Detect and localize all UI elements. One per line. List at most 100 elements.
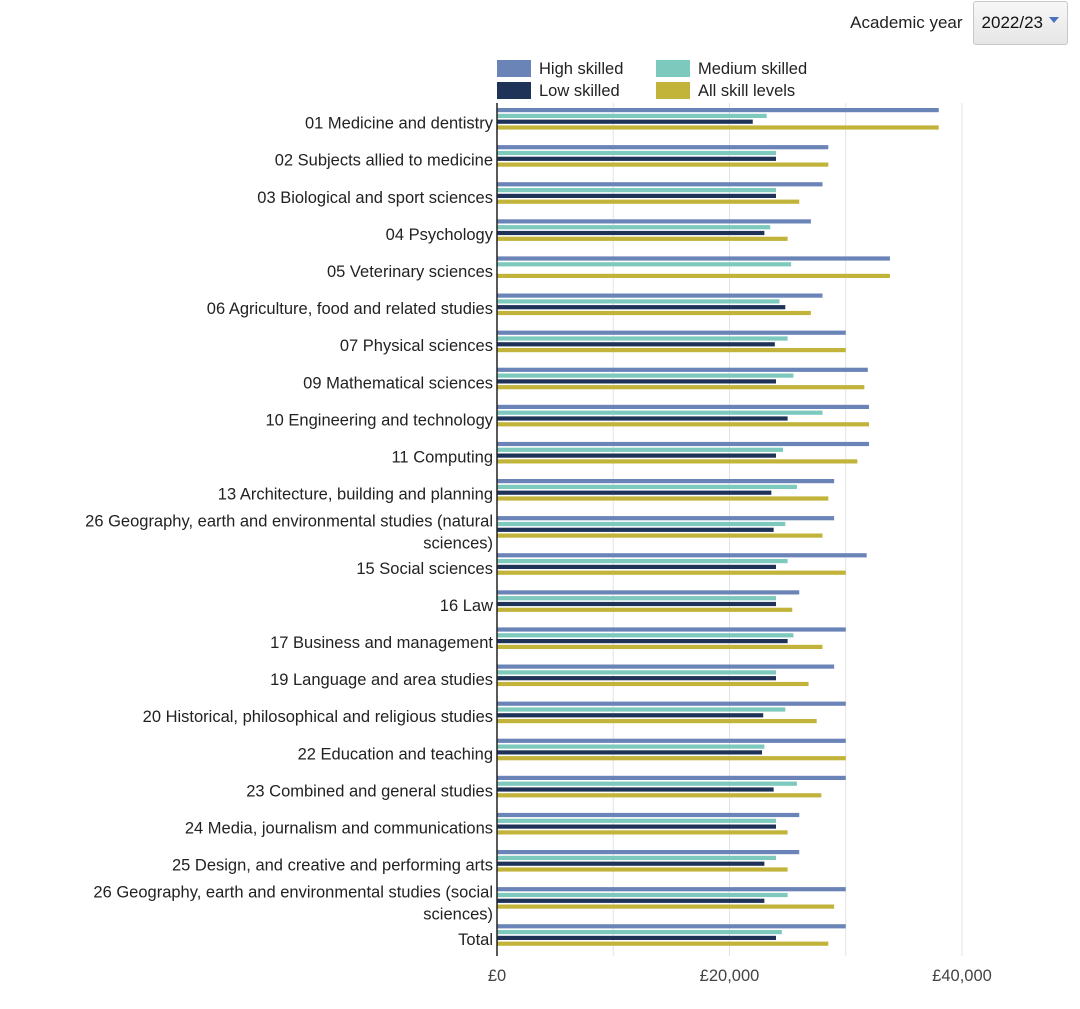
bar-all-21[interactable] bbox=[497, 867, 788, 872]
bar-low-22[interactable] bbox=[497, 898, 765, 903]
bar-low-19[interactable] bbox=[497, 787, 774, 792]
bar-low-14[interactable] bbox=[497, 601, 776, 607]
bar-low-13[interactable] bbox=[497, 564, 776, 569]
bar-all-14[interactable] bbox=[497, 607, 793, 612]
bar-all-16[interactable] bbox=[497, 681, 809, 687]
bar-low-3[interactable] bbox=[497, 193, 776, 198]
bar-high-18[interactable] bbox=[497, 738, 846, 743]
bar-high-11[interactable] bbox=[497, 479, 835, 484]
bar-low-7[interactable] bbox=[497, 342, 775, 347]
bar-all-3[interactable] bbox=[497, 199, 800, 204]
legend-swatch-medium bbox=[656, 60, 690, 77]
bar-high-5[interactable] bbox=[497, 256, 890, 261]
bar-medium-8[interactable] bbox=[497, 373, 794, 378]
bar-all-12[interactable] bbox=[497, 533, 823, 538]
bar-all-18[interactable] bbox=[497, 756, 846, 761]
bar-high-23[interactable] bbox=[497, 924, 846, 929]
bar-high-16[interactable] bbox=[497, 664, 835, 669]
bar-high-20[interactable] bbox=[497, 812, 800, 818]
bar-high-13[interactable] bbox=[497, 553, 867, 558]
academic-year-select[interactable]: 2022/23 bbox=[972, 1, 1068, 45]
bar-low-17[interactable] bbox=[497, 713, 764, 718]
bar-medium-4[interactable] bbox=[497, 225, 771, 230]
bar-high-17[interactable] bbox=[497, 701, 846, 706]
bar-medium-19[interactable] bbox=[497, 781, 797, 786]
bar-low-4[interactable] bbox=[497, 230, 765, 236]
bar-all-10[interactable] bbox=[497, 459, 858, 464]
bar-medium-14[interactable] bbox=[497, 596, 776, 601]
bar-all-1[interactable] bbox=[497, 125, 939, 130]
bar-high-15[interactable] bbox=[497, 627, 846, 632]
bar-all-17[interactable] bbox=[497, 719, 817, 724]
bar-medium-9[interactable] bbox=[497, 410, 823, 415]
category-label-13: 15 Social sciences bbox=[356, 560, 493, 578]
bar-low-6[interactable] bbox=[497, 305, 786, 310]
bar-medium-20[interactable] bbox=[497, 818, 776, 823]
bar-medium-22[interactable] bbox=[497, 892, 788, 898]
bar-low-23[interactable] bbox=[497, 935, 776, 940]
bar-low-10[interactable] bbox=[497, 453, 776, 458]
bar-medium-7[interactable] bbox=[497, 336, 788, 341]
bar-low-16[interactable] bbox=[497, 676, 776, 681]
bar-high-21[interactable] bbox=[497, 850, 800, 855]
bar-medium-15[interactable] bbox=[497, 633, 794, 638]
bar-high-9[interactable] bbox=[497, 404, 869, 409]
bar-high-4[interactable] bbox=[497, 219, 811, 224]
bar-high-10[interactable] bbox=[497, 441, 869, 447]
legend-label-all[interactable]: All skill levels bbox=[698, 82, 795, 100]
bar-medium-18[interactable] bbox=[497, 744, 765, 749]
bar-medium-11[interactable] bbox=[497, 484, 797, 489]
bar-low-9[interactable] bbox=[497, 416, 788, 421]
bar-high-14[interactable] bbox=[497, 590, 800, 595]
bar-low-8[interactable] bbox=[497, 379, 776, 384]
bar-all-8[interactable] bbox=[497, 385, 865, 390]
bar-medium-2[interactable] bbox=[497, 150, 776, 156]
bar-medium-1[interactable] bbox=[497, 113, 767, 118]
legend-label-medium[interactable]: Medium skilled bbox=[698, 60, 807, 78]
bar-high-7[interactable] bbox=[497, 330, 846, 335]
bar-medium-3[interactable] bbox=[497, 188, 776, 193]
bar-all-4[interactable] bbox=[497, 236, 788, 241]
bar-all-11[interactable] bbox=[497, 496, 829, 501]
legend-label-high[interactable]: High skilled bbox=[539, 60, 623, 78]
bar-all-9[interactable] bbox=[497, 422, 869, 427]
bar-all-6[interactable] bbox=[497, 310, 811, 316]
bar-low-18[interactable] bbox=[497, 750, 763, 755]
bar-all-7[interactable] bbox=[497, 348, 846, 353]
bar-high-8[interactable] bbox=[497, 367, 868, 372]
bar-medium-23[interactable] bbox=[497, 930, 782, 935]
bar-all-23[interactable] bbox=[497, 941, 829, 946]
bar-high-1[interactable] bbox=[497, 108, 939, 113]
bar-medium-6[interactable] bbox=[497, 299, 780, 304]
bar-medium-16[interactable] bbox=[497, 670, 776, 675]
bar-medium-13[interactable] bbox=[497, 559, 788, 564]
bar-high-22[interactable] bbox=[497, 887, 846, 892]
bar-high-19[interactable] bbox=[497, 775, 846, 780]
bar-high-6[interactable] bbox=[497, 293, 823, 298]
bar-low-20[interactable] bbox=[497, 824, 776, 829]
bar-all-15[interactable] bbox=[497, 644, 823, 649]
bar-low-21[interactable] bbox=[497, 861, 765, 866]
bar-all-5[interactable] bbox=[497, 273, 890, 278]
bar-high-2[interactable] bbox=[497, 145, 829, 150]
bar-all-20[interactable] bbox=[497, 830, 788, 835]
bar-all-2[interactable] bbox=[497, 162, 829, 167]
bar-all-13[interactable] bbox=[497, 570, 846, 575]
bar-low-1[interactable] bbox=[497, 119, 753, 124]
bar-low-12[interactable] bbox=[497, 527, 774, 532]
bar-medium-5[interactable] bbox=[497, 262, 792, 267]
bar-medium-21[interactable] bbox=[497, 855, 776, 860]
bar-all-19[interactable] bbox=[497, 793, 822, 798]
bar-low-11[interactable] bbox=[497, 490, 772, 495]
category-label-17: 20 Historical, philosophical and religio… bbox=[143, 708, 493, 726]
bar-low-15[interactable] bbox=[497, 639, 788, 644]
x-tick-label-2: £20,000 bbox=[700, 967, 760, 985]
bar-medium-10[interactable] bbox=[497, 447, 783, 452]
bar-high-12[interactable] bbox=[497, 516, 835, 521]
bar-medium-12[interactable] bbox=[497, 521, 786, 527]
bar-all-22[interactable] bbox=[497, 904, 835, 909]
bar-low-2[interactable] bbox=[497, 156, 776, 161]
bar-medium-17[interactable] bbox=[497, 707, 786, 712]
legend-label-low[interactable]: Low skilled bbox=[539, 82, 620, 100]
bar-high-3[interactable] bbox=[497, 182, 823, 187]
